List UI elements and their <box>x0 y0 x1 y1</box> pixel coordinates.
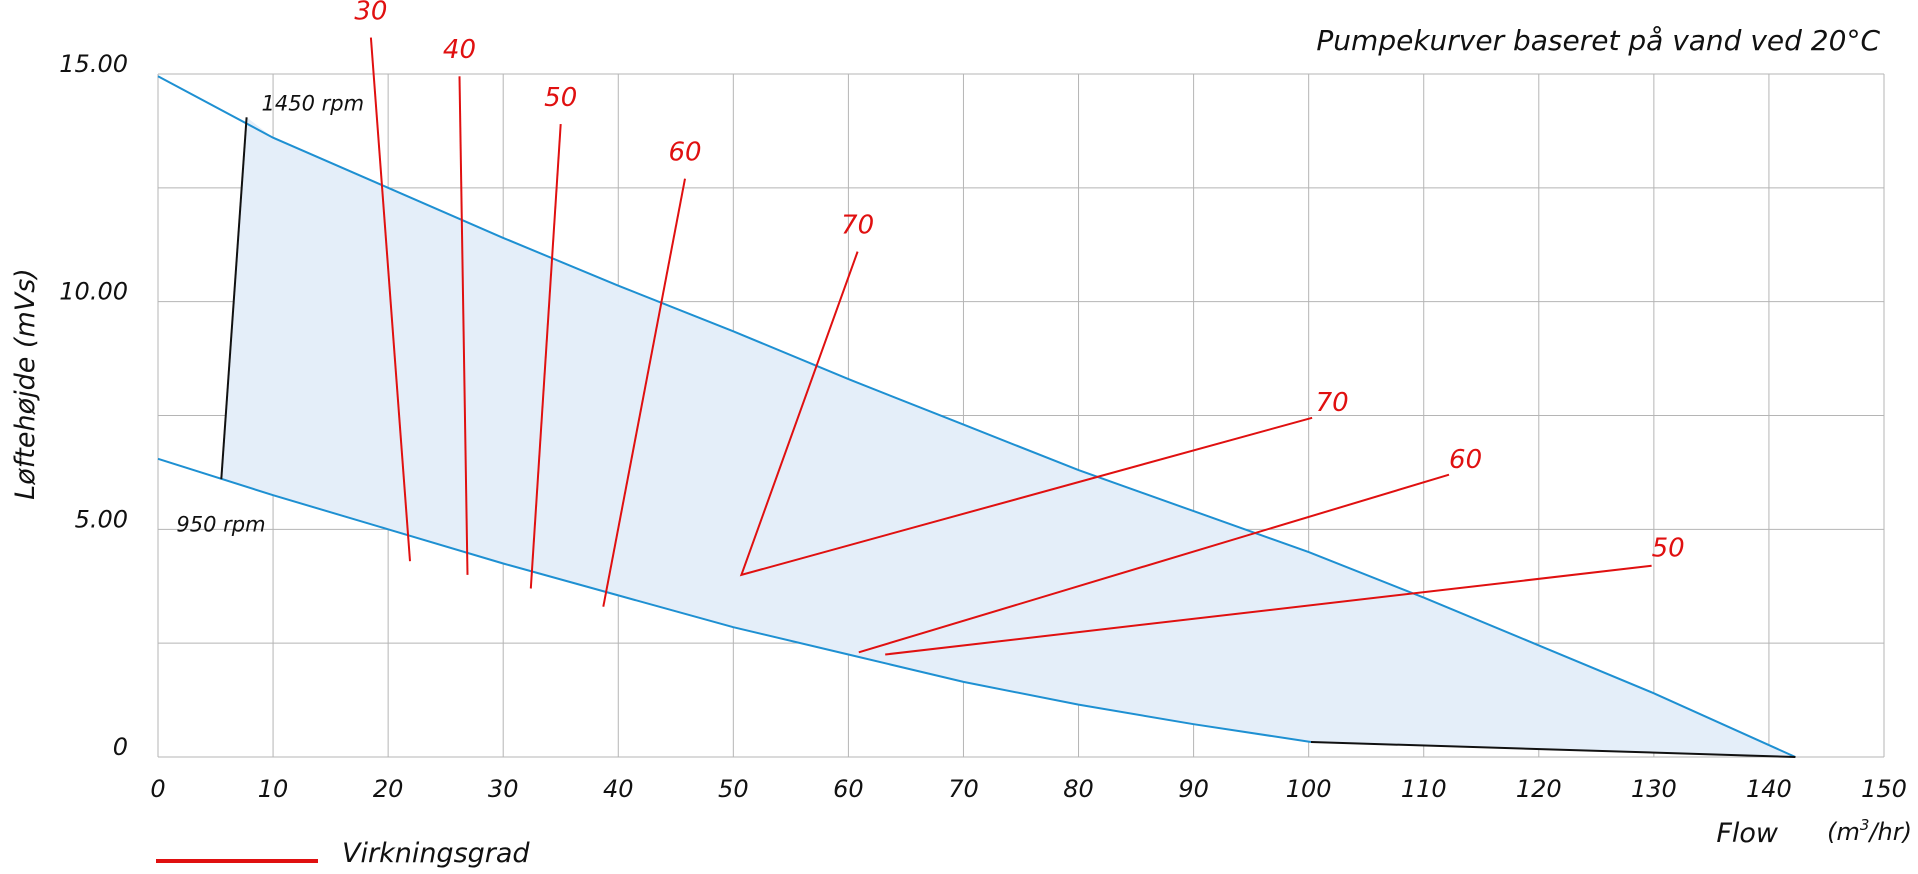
x-tick-10: 10 <box>258 775 289 803</box>
x-tick-100: 100 <box>1286 775 1332 803</box>
efficiency-label-50-7: 50 <box>1652 534 1685 564</box>
efficiency-label-70-4: 70 <box>841 210 874 240</box>
efficiency-label-50-2: 50 <box>544 83 577 113</box>
curve-950-rpm <box>157 457 1312 743</box>
efficiency-line-50-2 <box>529 124 562 589</box>
y-tick-10: 10.00 <box>59 278 128 306</box>
x-tick-120: 120 <box>1516 775 1562 803</box>
pump-curves <box>157 75 1796 758</box>
rpm-label-1450-rpm: 1450 rpm <box>262 91 365 115</box>
operating-area <box>221 117 1796 758</box>
x-tick-0: 0 <box>150 775 165 803</box>
x-tick-130: 130 <box>1631 775 1677 803</box>
chart-title: Pumpekurver baseret på vand ved 20°C <box>1316 24 1880 57</box>
x-tick-80: 80 <box>1063 775 1094 803</box>
x-tick-150: 150 <box>1861 775 1907 803</box>
axis-ticks: 0 10 20 30 40 50 60 70 80 90 100 110 120 130 140 150 0 5.… <box>59 50 1907 803</box>
efficiency-line-70-4 <box>739 251 1313 577</box>
operating-area-fill <box>221 117 1796 758</box>
y-tick-15: 15.00 <box>59 50 128 78</box>
efficiency-line-60-3 <box>602 178 686 607</box>
y-tick-5: 5.00 <box>75 505 128 533</box>
x-tick-30: 30 <box>488 775 519 803</box>
x-tick-20: 20 <box>373 775 404 803</box>
efficiency-label-60-6: 60 <box>1449 445 1482 475</box>
x-tick-110: 110 <box>1401 775 1447 803</box>
x-tick-70: 70 <box>948 775 979 803</box>
x-tick-50: 50 <box>718 775 749 803</box>
x-axis-unit-prefix: (m <box>1827 818 1860 846</box>
x-axis-unit-exp: 3 <box>1860 816 1870 834</box>
x-tick-60: 60 <box>833 775 864 803</box>
x-tick-40: 40 <box>603 775 634 803</box>
x-axis-unit-suffix: /hr) <box>1867 818 1912 846</box>
max-flow-boundary <box>1310 741 1796 758</box>
curve-1450-rpm <box>157 75 1796 758</box>
efficiency-lines: 30 40 50 60 70 70 60 50 <box>354 0 1685 656</box>
min-flow-boundary <box>220 117 248 480</box>
efficiency-label-60-3: 60 <box>668 138 701 168</box>
y-tick-0: 0 <box>113 733 128 761</box>
x-axis-unit: (m3/hr) <box>1827 816 1912 846</box>
y-axis-label: Løftehøjde (mVs) <box>10 268 41 500</box>
efficiency-label-40-1: 40 <box>443 35 476 65</box>
x-axis-label: Flow <box>1716 818 1779 849</box>
x-tick-140: 140 <box>1746 775 1792 803</box>
legend-label: Virkningsgrad <box>342 838 530 869</box>
efficiency-label-30-0: 30 <box>354 0 387 26</box>
efficiency-line-50-7 <box>885 564 1652 656</box>
efficiency-label-70-5: 70 <box>1316 388 1349 418</box>
x-tick-90: 90 <box>1178 775 1209 803</box>
efficiency-line-40-1 <box>458 76 469 575</box>
efficiency-line-30-0 <box>369 37 411 562</box>
efficiency-line-60-6 <box>858 473 1450 654</box>
rpm-label-950-rpm: 950 rpm <box>176 513 265 537</box>
annotations: 1450 rpm 950 rpm <box>176 91 364 536</box>
